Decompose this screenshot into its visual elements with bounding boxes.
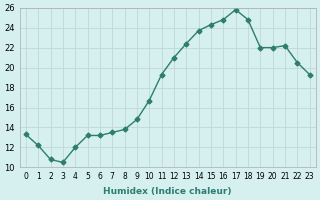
X-axis label: Humidex (Indice chaleur): Humidex (Indice chaleur) (103, 187, 232, 196)
